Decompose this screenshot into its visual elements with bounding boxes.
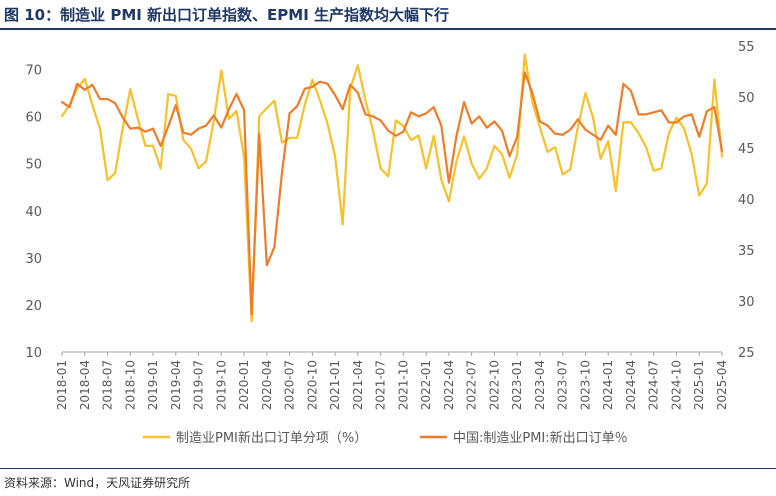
chart-series-layer: [60, 53, 724, 323]
x-tick-label: 2024-01: [601, 360, 615, 410]
x-tick-label: 2021-07: [374, 360, 388, 410]
x-tick-label: 2023-07: [556, 360, 570, 410]
y-right-tick-label: 40: [738, 193, 755, 208]
x-tick-label: 2023-04: [533, 360, 547, 410]
x-tick-label: 2020-07: [283, 360, 297, 410]
x-tick-label: 2020-01: [237, 360, 251, 410]
y-left-tick-label: 50: [25, 158, 42, 173]
x-tick-label: 2021-04: [351, 360, 365, 410]
x-tick-label: 2018-10: [123, 360, 137, 410]
legend-label-china-pmi-new-export-orders: 中国:制造业PMI:新出口订单％: [453, 430, 628, 446]
y-right-tick-label: 55: [738, 40, 755, 55]
x-tick-label: 2022-07: [465, 360, 479, 410]
legend-label-pmi-new-export-orders: 制造业PMI新出口订单分项（%）: [176, 430, 367, 446]
line-chart: 10 20 30 40 50 60 70 25 30 35 40 45 50 55 2018-01 2018-…: [25, 40, 754, 446]
y-left-tick-label: 60: [25, 111, 42, 126]
x-tick-label: 2019-10: [214, 360, 228, 410]
page-title: 图 10：制造业 PMI 新出口订单指数、EPMI 生产指数均大幅下行: [4, 6, 450, 24]
series-line-pmi-new-export-orders: [60, 53, 724, 323]
y-left-tick-label: 70: [25, 64, 42, 79]
y-left-tick-label: 20: [25, 299, 42, 314]
x-tick-label: 2022-01: [419, 360, 433, 410]
y-right-tick-label: 45: [738, 142, 755, 157]
x-tick-label: 2020-10: [305, 360, 319, 410]
series-line-china-pmi-new-export-orders: [60, 71, 724, 316]
chart-axes: 10 20 30 40 50 60 70 25 30 35 40 45 50 55 2018-01 2018-…: [25, 40, 754, 410]
x-tick-label: 2025-04: [715, 360, 729, 410]
x-tick-label: 2018-07: [101, 360, 115, 410]
x-tick-label: 2023-01: [510, 360, 524, 410]
y-right-tick-label: 30: [738, 295, 755, 310]
source-note: 资料来源：Wind，天风证券研究所: [4, 476, 191, 490]
y-right-tick-label: 25: [738, 346, 755, 361]
footer-divider: [0, 468, 776, 469]
title-divider: [0, 28, 776, 30]
y-left-tick-label: 10: [25, 346, 42, 361]
x-tick-label: 2024-04: [624, 360, 638, 410]
chart-legend: 制造业PMI新出口订单分项（%） 中国:制造业PMI:新出口订单％: [143, 430, 628, 446]
x-tick-label: 2018-01: [55, 360, 69, 410]
x-tick-label: 2023-10: [578, 360, 592, 410]
x-tick-label: 2024-10: [669, 360, 683, 410]
x-tick-label: 2020-04: [260, 360, 274, 410]
x-tick-label: 2024-07: [647, 360, 661, 410]
x-tick-label: 2019-07: [192, 360, 206, 410]
x-tick-label: 2019-01: [146, 360, 160, 410]
x-tick-label: 2025-01: [692, 360, 706, 410]
y-left-tick-label: 30: [25, 252, 42, 267]
y-right-tick-label: 50: [738, 91, 755, 106]
y-left-tick-label: 40: [25, 205, 42, 220]
x-tick-label: 2021-10: [396, 360, 410, 410]
x-tick-label: 2018-04: [78, 360, 92, 410]
x-tick-label: 2022-04: [442, 360, 456, 410]
x-tick-label: 2019-04: [169, 360, 183, 410]
x-tick-label: 2021-01: [328, 360, 342, 410]
x-tick-label: 2022-10: [487, 360, 501, 410]
y-right-tick-label: 35: [738, 244, 755, 259]
